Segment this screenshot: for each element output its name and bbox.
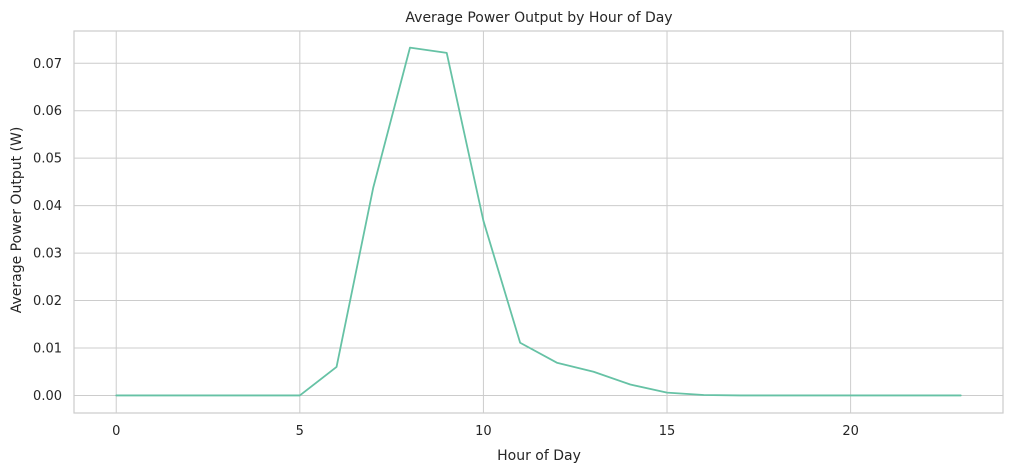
grid	[74, 31, 1003, 413]
y-tick-label: 0.02	[33, 294, 62, 309]
series-layer	[115, 46, 962, 397]
x-tick-label: 15	[659, 424, 676, 439]
y-tick-label: 0.00	[33, 389, 62, 404]
x-tick-label: 0	[112, 424, 120, 439]
x-axis-label: Hour of Day	[497, 448, 581, 464]
x-tick-label: 20	[842, 424, 859, 439]
y-tick-label: 0.05	[33, 152, 62, 167]
chart-title: Average Power Output by Hour of Day	[405, 10, 672, 26]
y-tick-label: 0.04	[33, 199, 62, 214]
x-tick-labels: 0 5 10 15 20	[112, 424, 859, 439]
series-line	[115, 46, 962, 397]
x-tick-label: 10	[475, 424, 492, 439]
y-tick-labels: 0.00 0.01 0.02 0.03 0.04 0.05 0.06 0.07	[33, 57, 62, 404]
plot-frame	[73, 30, 1004, 414]
y-tick-label: 0.07	[33, 57, 62, 72]
y-tick-label: 0.06	[33, 104, 62, 119]
y-tick-label: 0.01	[33, 341, 62, 356]
y-tick-label: 0.03	[33, 247, 62, 262]
y-axis-label: Average Power Output (W)	[9, 127, 25, 314]
x-tick-label: 5	[296, 424, 304, 439]
